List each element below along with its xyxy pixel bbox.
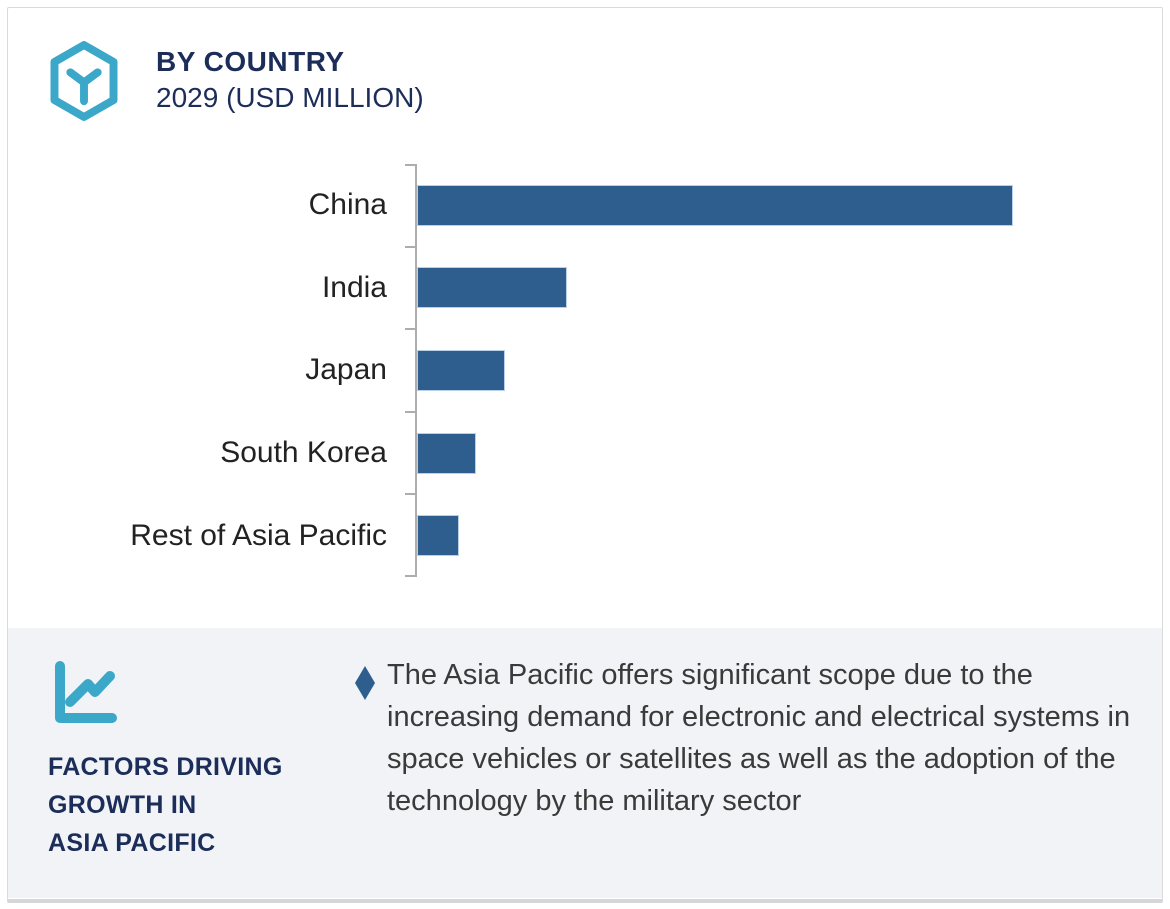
chart-title: BY COUNTRY [156, 46, 345, 77]
category-label: South Korea [220, 436, 387, 470]
bar-chart: China India Japan South Korea [8, 164, 1162, 577]
chart-subtitle: 2029 (USD MILLION) [156, 82, 424, 113]
axis-tick [405, 410, 415, 413]
chart-row-rest-of-asia-pacific: Rest of Asia Pacific [8, 494, 1162, 577]
chart-rows: China India Japan South Korea [8, 164, 1162, 577]
factors-bullet-item: The Asia Pacific offers significant scop… [355, 654, 1135, 822]
factors-heading-line: GROWTH IN [48, 791, 197, 819]
factors-panel: FACTORS DRIVING GROWTH IN ASIA PACIFIC T… [8, 628, 1162, 898]
chart-header: BY COUNTRY 2029 (USD MILLION) [48, 38, 424, 122]
bar-japan [417, 349, 505, 391]
chart-row-south-korea: South Korea [8, 412, 1162, 495]
factors-heading-line: FACTORS DRIVING [48, 753, 283, 781]
bar-track [417, 432, 1162, 474]
bar-track [417, 184, 1162, 226]
bar-south-korea [417, 432, 476, 474]
axis-tick [405, 328, 415, 331]
category-label: Japan [305, 353, 387, 387]
line-chart-icon [55, 661, 117, 723]
bar-rest-of-asia-pacific [417, 515, 459, 557]
axis-tick [405, 245, 415, 248]
bar-india [417, 267, 567, 309]
bar-track [417, 515, 1162, 557]
axis-tick [405, 575, 415, 577]
factors-heading-line: ASIA PACIFIC [48, 829, 216, 857]
bar-china [417, 184, 1013, 226]
title-block: BY COUNTRY 2029 (USD MILLION) [156, 44, 424, 116]
chart-row-india: India [8, 247, 1162, 330]
y-axis-line [415, 164, 417, 577]
diamond-bullet-icon [355, 666, 375, 700]
bar-track [417, 349, 1162, 391]
chart-row-china: China [8, 164, 1162, 247]
infographic-card: BY COUNTRY 2029 (USD MILLION) China Indi… [7, 7, 1163, 903]
chart-row-japan: Japan [8, 329, 1162, 412]
category-label: Rest of Asia Pacific [130, 518, 387, 552]
factors-heading: FACTORS DRIVING GROWTH IN ASIA PACIFIC [48, 748, 283, 862]
category-label: India [321, 270, 387, 304]
bar-track [417, 267, 1162, 309]
hexagon-cube-icon [50, 41, 118, 121]
axis-tick [405, 493, 415, 496]
category-label: China [308, 188, 387, 222]
axis-tick [405, 164, 415, 166]
factors-bullet-text: The Asia Pacific offers significant scop… [387, 659, 1131, 817]
